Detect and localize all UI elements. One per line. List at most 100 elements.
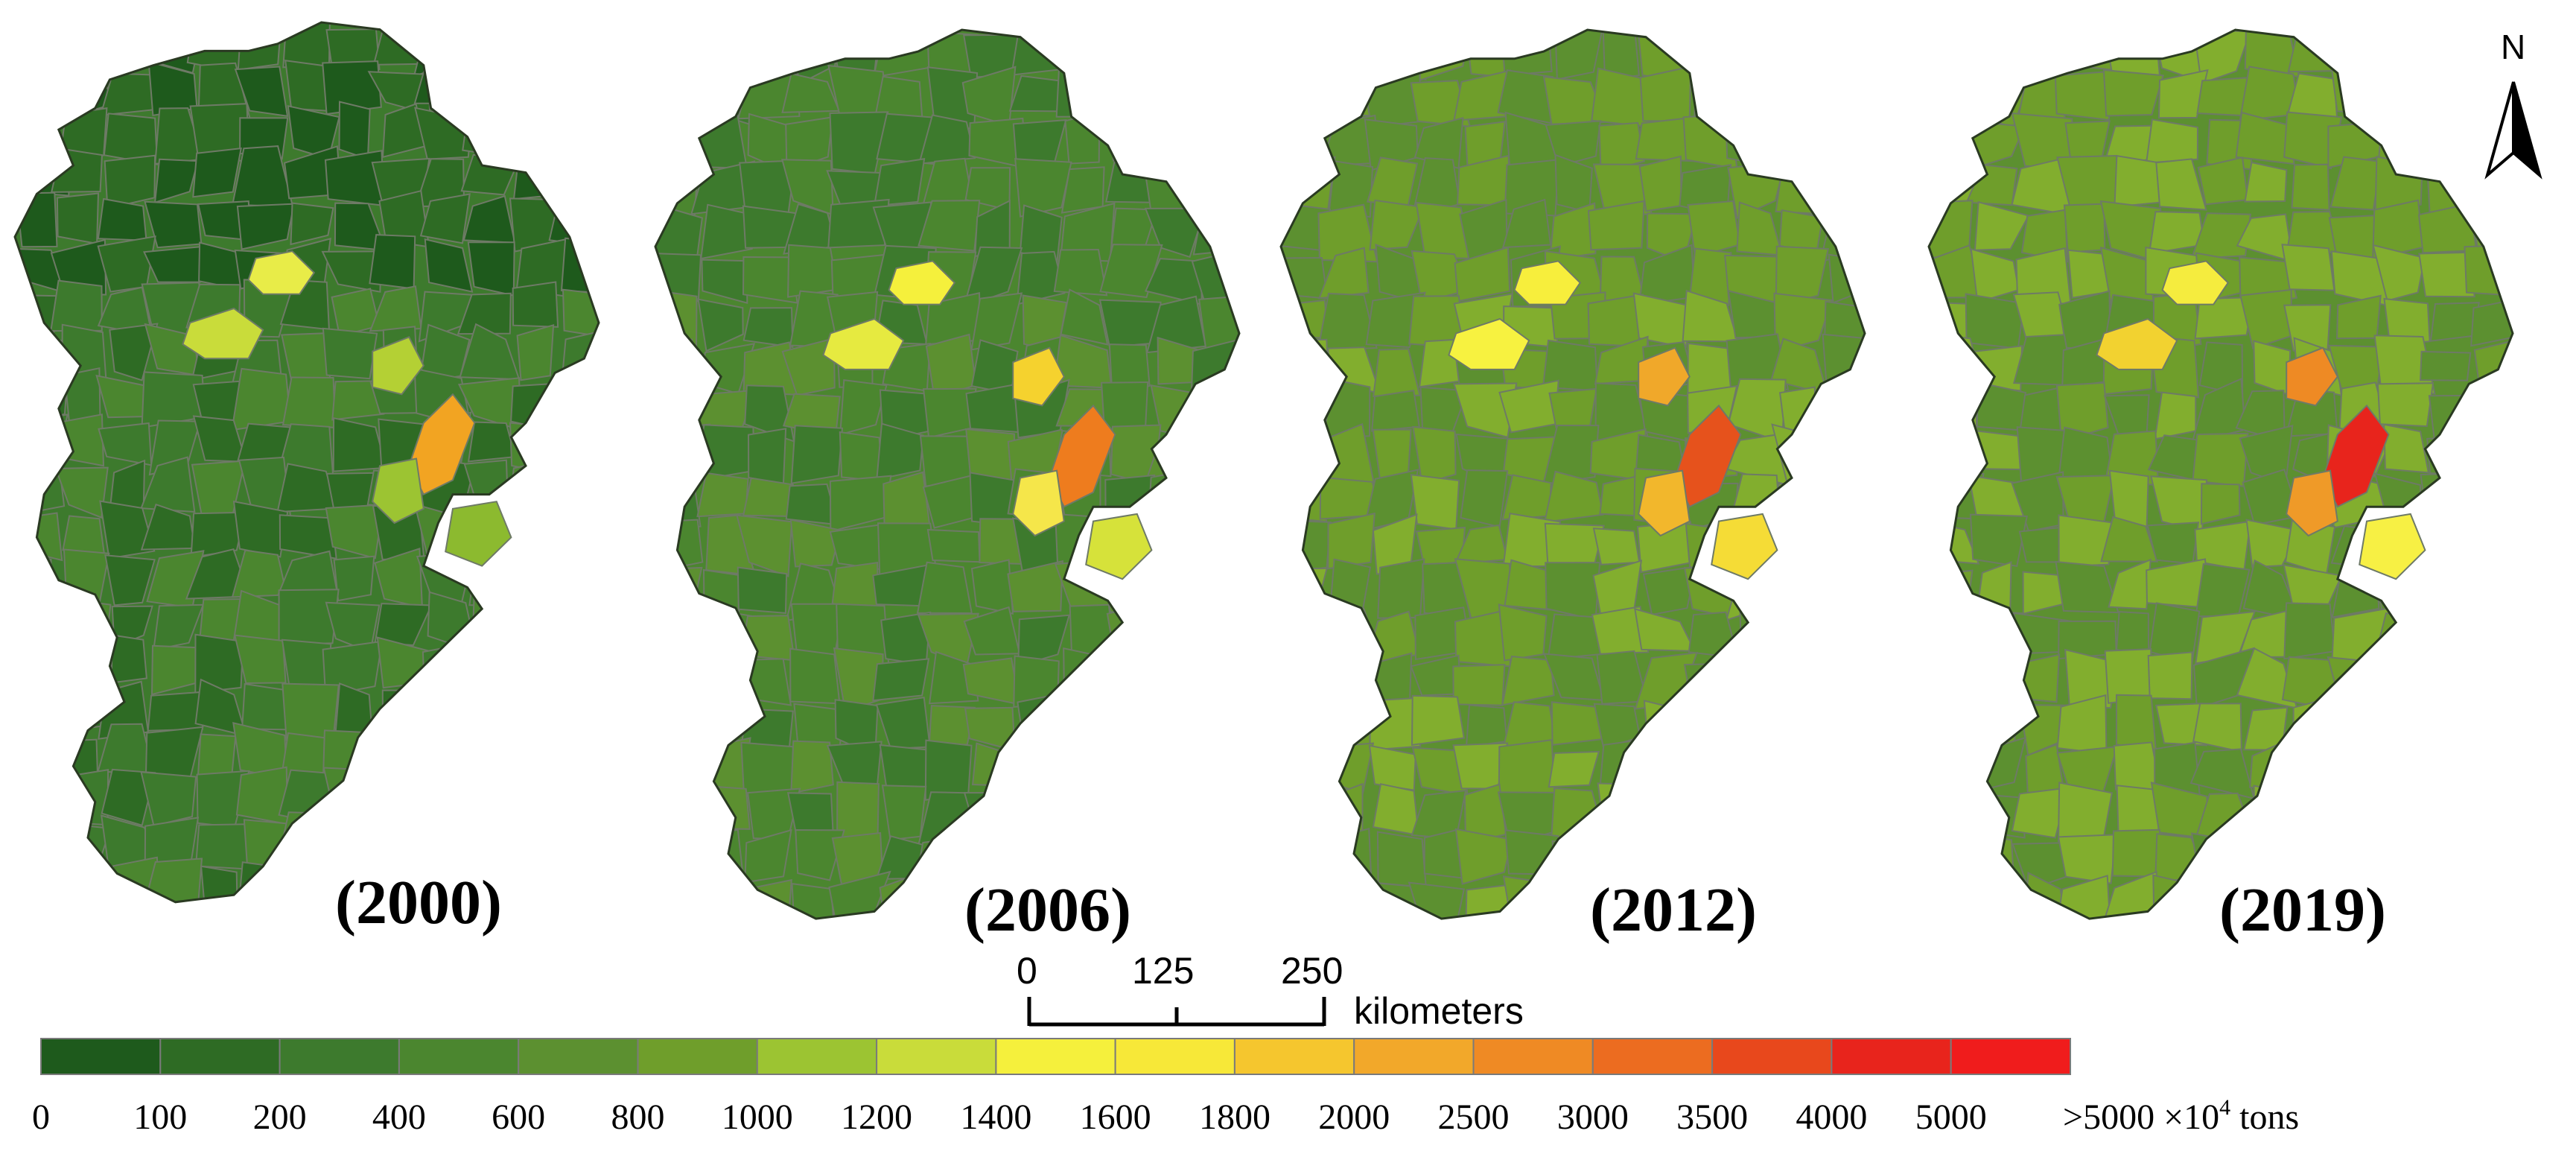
- county-cell: [2418, 884, 2476, 919]
- county-cell: [2372, 244, 2426, 302]
- county-cell: [655, 30, 706, 83]
- county-cell: [1199, 164, 1239, 215]
- legend-swatch: [995, 1038, 1116, 1075]
- county-cell: [1737, 834, 1783, 882]
- county-cell: [505, 681, 551, 733]
- county-cell: [503, 817, 562, 866]
- county-cell: [1685, 736, 1743, 794]
- county-cell: [1241, 520, 1297, 574]
- hotspot-area: [2286, 469, 2338, 537]
- county-cell: [597, 860, 599, 902]
- county-cell: [970, 292, 1023, 351]
- county-cell: [2511, 612, 2513, 664]
- county-cell: [1689, 247, 1732, 307]
- county-cell: [1929, 877, 1976, 919]
- year-label-2019: (2019): [2219, 875, 2386, 945]
- legend-tick-label: 100: [133, 1097, 188, 1137]
- county-cell: [1454, 246, 1511, 302]
- county-cell: [2472, 747, 2513, 796]
- county-cell: [1202, 472, 1239, 530]
- county-cell: [1199, 738, 1239, 799]
- hotspot-area: [445, 501, 512, 567]
- county-cell: [597, 502, 599, 553]
- county-cell: [2511, 164, 2513, 218]
- county-cell: [1929, 69, 1971, 127]
- county-cell: [2057, 782, 2114, 843]
- county-cell: [549, 463, 599, 518]
- county-cell: [558, 152, 599, 206]
- map-panel-3: [1279, 28, 1921, 920]
- county-cell: [556, 503, 599, 563]
- legend-swatch: [1353, 1038, 1475, 1075]
- county-cell: [2469, 617, 2513, 659]
- legend-tick-label: 1000: [721, 1097, 793, 1137]
- hotspot-area: [1012, 346, 1065, 407]
- county-cell: [787, 244, 839, 298]
- county-cell: [1189, 605, 1239, 661]
- county-cell: [2507, 567, 2513, 621]
- county-cell: [372, 22, 427, 66]
- county-cell: [1732, 30, 1788, 76]
- county-cell: [2327, 741, 2391, 797]
- county-cell: [2192, 432, 2249, 487]
- hotspot-area: [1513, 260, 1582, 305]
- county-cell: [1597, 782, 1653, 842]
- scale-unit: kilometers: [1354, 990, 1524, 1032]
- county-cell: [234, 634, 287, 685]
- county-cell: [1724, 744, 1790, 802]
- county-cell: [1929, 740, 1977, 800]
- county-cell: [1317, 882, 1378, 919]
- legend-tick-label: 2000: [1318, 1097, 1390, 1137]
- county-cell: [194, 823, 250, 870]
- county-cell: [516, 323, 555, 381]
- county-cell: [1498, 603, 1548, 662]
- county-cell: [2418, 251, 2476, 298]
- county-cell: [2055, 381, 2109, 443]
- county-cell: [596, 722, 599, 783]
- county-cell: [924, 739, 973, 801]
- county-cell: [2376, 382, 2435, 428]
- county-cell: [1249, 562, 1286, 618]
- county-cell: [378, 726, 422, 785]
- county-cell: [1867, 249, 1920, 296]
- county-cell: [1815, 876, 1865, 919]
- county-cell: [594, 591, 599, 649]
- county-cell: [1863, 742, 1865, 786]
- county-cell: [1772, 785, 1829, 845]
- county-cell: [2283, 602, 2335, 660]
- year-label-2012: (2012): [1590, 875, 1757, 945]
- county-cell: [1325, 30, 1375, 75]
- county-cell: [1011, 783, 1063, 845]
- county-cell: [1501, 656, 1555, 706]
- county-cell: [458, 766, 512, 824]
- county-cell: [1317, 247, 1370, 300]
- county-cell: [1233, 379, 1239, 443]
- county-cell: [1828, 429, 1865, 488]
- county-cell: [1281, 874, 1337, 919]
- county-cell: [15, 594, 59, 651]
- county-cell: [290, 202, 334, 246]
- county-cell: [1192, 785, 1239, 843]
- county-cell: [1868, 427, 1914, 477]
- county-cell: [1869, 827, 1921, 880]
- county-cell: [2422, 743, 2476, 802]
- county-cell: [1412, 425, 1457, 485]
- legend-swatch: [1591, 1038, 1714, 1075]
- county-cell: [2424, 560, 2470, 612]
- hotspot-area: [1638, 469, 1691, 537]
- county-cell: [1060, 166, 1105, 214]
- county-cell: [54, 466, 109, 519]
- county-cell: [1768, 738, 1826, 802]
- county-cell: [603, 13, 657, 61]
- county-cell: [2013, 30, 2065, 80]
- county-cell: [736, 30, 785, 77]
- county-cell: [554, 22, 599, 75]
- legend-tick-label: 3000: [1556, 1097, 1629, 1137]
- county-cell: [1281, 647, 1326, 703]
- county-cell: [1817, 610, 1865, 659]
- county-cell: [1684, 693, 1741, 757]
- county-cell: [1769, 67, 1826, 124]
- county-cell: [1247, 738, 1288, 799]
- county-cell: [140, 456, 196, 513]
- north-arrow-icon: [2484, 81, 2542, 180]
